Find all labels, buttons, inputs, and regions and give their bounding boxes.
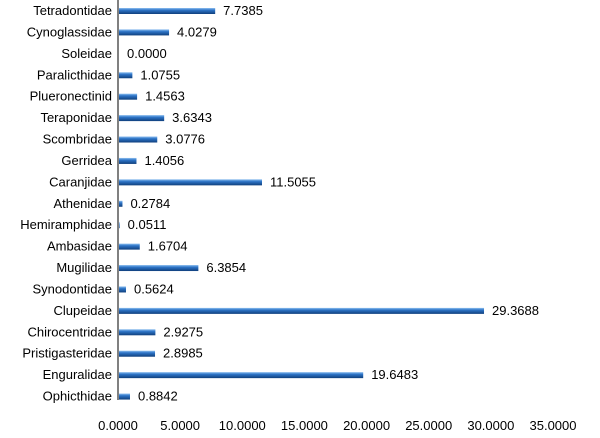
- category-label: Gerridea: [61, 153, 112, 168]
- bars-group: [119, 8, 485, 400]
- bar: [119, 329, 156, 336]
- category-label: Paralicthidae: [37, 67, 112, 82]
- x-tick-label: 10.0000: [219, 418, 266, 433]
- data-label: 1.0755: [140, 67, 180, 82]
- x-tick-label: 15.0000: [281, 418, 328, 433]
- category-label: Synodontidae: [32, 281, 112, 296]
- bar: [119, 115, 165, 122]
- data-label: 2.9275: [163, 324, 203, 339]
- data-label: 3.0776: [165, 132, 205, 147]
- data-label: 7.7385: [223, 3, 263, 18]
- category-label: Clupeidae: [53, 303, 112, 318]
- category-label: Teraponidae: [40, 110, 112, 125]
- data-label: 11.5055: [270, 174, 316, 189]
- data-label: 6.3854: [206, 260, 246, 275]
- category-label: Soleidae: [61, 46, 112, 61]
- data-label: 3.6343: [172, 110, 212, 125]
- x-tick-label: 0.0000: [98, 418, 138, 433]
- category-labels-group: Tetradontidae Cynoglassidae Soleidae Parali…: [20, 3, 113, 404]
- bar: [119, 307, 485, 314]
- category-label: Scombridae: [43, 132, 112, 147]
- data-label: 19.6483: [371, 367, 418, 382]
- category-label: Mugilidae: [56, 260, 112, 275]
- data-label: 29.3688: [492, 303, 539, 318]
- bar: [119, 372, 364, 379]
- data-label: 0.0000: [127, 46, 167, 61]
- bar: [119, 265, 199, 272]
- bar: [119, 222, 120, 229]
- x-tick-label: 20.0000: [343, 418, 390, 433]
- bar: [119, 179, 262, 186]
- data-label: 0.8842: [138, 389, 178, 404]
- category-label: Chirocentridae: [27, 324, 112, 339]
- data-label: 0.2784: [130, 196, 170, 211]
- x-tick-label: 25.0000: [405, 418, 452, 433]
- data-label: 1.4563: [145, 89, 185, 104]
- bar: [119, 286, 126, 293]
- data-label: 1.4056: [144, 153, 184, 168]
- category-label: Cynoglassidae: [27, 24, 112, 39]
- bar: [119, 136, 158, 143]
- x-tick-label: 30.0000: [467, 418, 514, 433]
- bar: [119, 29, 170, 36]
- value-labels-group: 7.7385 4.0279 0.0000 1.0755 1.4563 3.6343 3.07…: [127, 3, 539, 404]
- category-label: Caranjidae: [49, 174, 112, 189]
- bar: [119, 200, 123, 207]
- data-label: 2.8985: [163, 346, 203, 361]
- category-label: Hemiramphidae: [20, 217, 112, 232]
- bar: [119, 157, 137, 164]
- bar: [119, 8, 216, 14]
- data-label: 4.0279: [177, 24, 217, 39]
- category-label: Athenidae: [53, 196, 112, 211]
- category-label: Enguralidae: [43, 367, 112, 382]
- x-tick-labels-group: 0.0000 5.0000 10.0000 15.0000 20.0000 25.0000…: [98, 418, 576, 433]
- data-label: 0.0511: [128, 217, 167, 232]
- category-label: Tetradontidae: [33, 3, 112, 18]
- bar: [119, 393, 130, 400]
- category-label: Plueronectinid: [30, 89, 112, 104]
- data-label: 1.6704: [148, 239, 188, 254]
- bar: [119, 243, 140, 250]
- category-label: Ophicthidae: [43, 389, 112, 404]
- category-label: Ambasidae: [47, 239, 112, 254]
- x-tick-label: 35.0000: [530, 418, 577, 433]
- x-tick-label: 5.0000: [160, 418, 200, 433]
- bar: [119, 93, 138, 100]
- bar: [119, 350, 156, 357]
- data-label: 0.5624: [134, 281, 174, 296]
- bar: [119, 72, 133, 79]
- category-label: Pristigasteridae: [22, 346, 112, 361]
